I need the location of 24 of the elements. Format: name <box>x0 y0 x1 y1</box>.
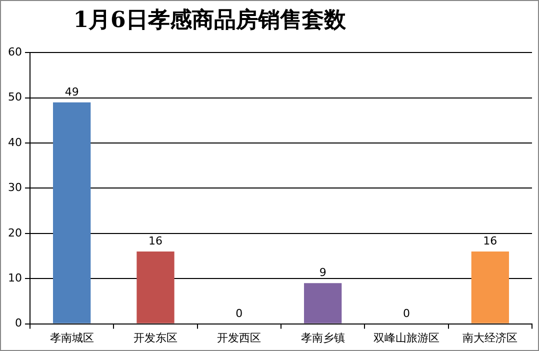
x-tick-label: 孝南乡镇 <box>300 331 345 344</box>
data-label: 0 <box>236 306 243 320</box>
y-tick-label: 10 <box>8 271 22 284</box>
bar <box>53 102 91 324</box>
x-tick-label: 孝南城区 <box>50 331 94 344</box>
bar <box>304 283 342 324</box>
y-tick-label: 40 <box>8 136 22 149</box>
x-tick-label: 双峰山旅游区 <box>374 331 440 344</box>
y-tick-label: 20 <box>8 226 22 240</box>
bar <box>136 251 174 324</box>
x-tick-label: 开发西区 <box>217 331 262 344</box>
data-label: 16 <box>483 234 498 248</box>
chart-title: 1月6日孝感商品房销售套数 <box>72 6 347 35</box>
bar <box>471 251 509 324</box>
data-label: 0 <box>403 306 410 320</box>
data-label: 9 <box>319 266 326 280</box>
data-label: 49 <box>64 85 79 98</box>
x-tick-label: 南大经济区 <box>462 331 518 344</box>
y-tick-label: 50 <box>8 90 22 104</box>
x-tick-label: 开发东区 <box>134 331 178 344</box>
data-label: 16 <box>148 234 162 248</box>
y-tick-label: 0 <box>14 316 22 330</box>
y-tick-label: 60 <box>8 45 22 58</box>
y-tick-label: 30 <box>8 181 22 194</box>
